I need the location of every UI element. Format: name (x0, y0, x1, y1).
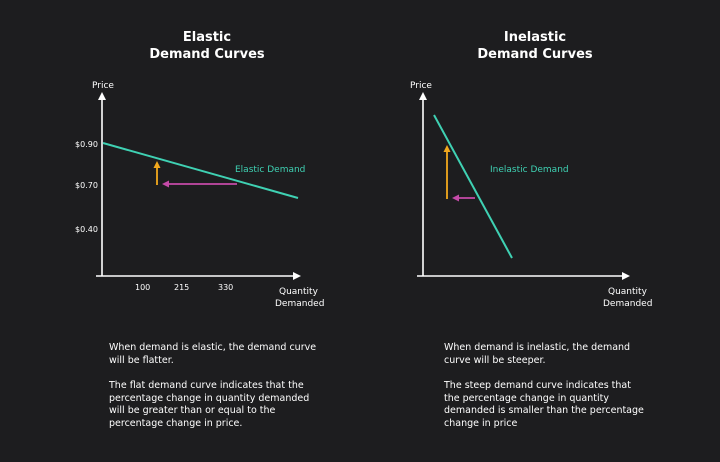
elastic-y-tick-label: $0.40 (75, 225, 98, 234)
inelastic-x-axis-label: Quantity Demanded (603, 287, 652, 309)
inelastic-demand-label: Inelastic Demand (490, 165, 569, 175)
inelastic-price-change-arrowhead (443, 145, 451, 152)
elastic-x-axis-label: Quantity Demanded (275, 287, 324, 309)
elastic-x-tick-label: 330 (218, 283, 233, 292)
elastic-x-tick-label: 100 (135, 283, 150, 292)
inelastic-caption: When demand is inelastic, the demand cur… (444, 342, 649, 443)
elastic-title: Elastic Demand Curves (149, 30, 265, 62)
elastic-y-axis-label: Price (92, 81, 114, 91)
inelastic-y-axis-arrowhead (419, 92, 427, 100)
inelastic-title: Inelastic Demand Curves (477, 30, 593, 62)
inelastic-x-axis-arrowhead (622, 272, 630, 280)
inelastic-panel: Price Quantity Demanded Inelastic Demand (410, 81, 652, 309)
inelastic-caption-line-1: When demand is inelastic, the demand cur… (444, 342, 631, 366)
elastic-demand-label: Elastic Demand (235, 165, 305, 175)
inelastic-y-axis-label: Price (410, 81, 432, 91)
elastic-panel: Price $0.90 $0.70 $0.40 100 215 330 Quan… (75, 81, 324, 309)
elastic-y-axis-arrowhead (98, 92, 106, 100)
elastic-x-tick-label: 215 (174, 283, 189, 292)
elastic-price-change-arrowhead (153, 161, 161, 168)
elastic-y-tick-label: $0.90 (75, 140, 98, 149)
elastic-demand-curve (102, 142, 299, 199)
elastic-caption: When demand is elastic, the demand curve… (109, 342, 324, 443)
elastic-caption-line-1: When demand is elastic, the demand curve… (109, 342, 317, 366)
elastic-caption-line-2: The flat demand curve indicates that the… (109, 380, 310, 429)
inelastic-quantity-change-arrowhead (452, 194, 459, 202)
inelastic-demand-curve (433, 114, 513, 259)
elastic-quantity-change-arrowhead (162, 180, 169, 188)
elastic-x-axis-arrowhead (293, 272, 301, 280)
inelastic-caption-line-2: The steep demand curve indicates that th… (444, 380, 644, 429)
elastic-y-tick-label: $0.70 (75, 181, 98, 190)
